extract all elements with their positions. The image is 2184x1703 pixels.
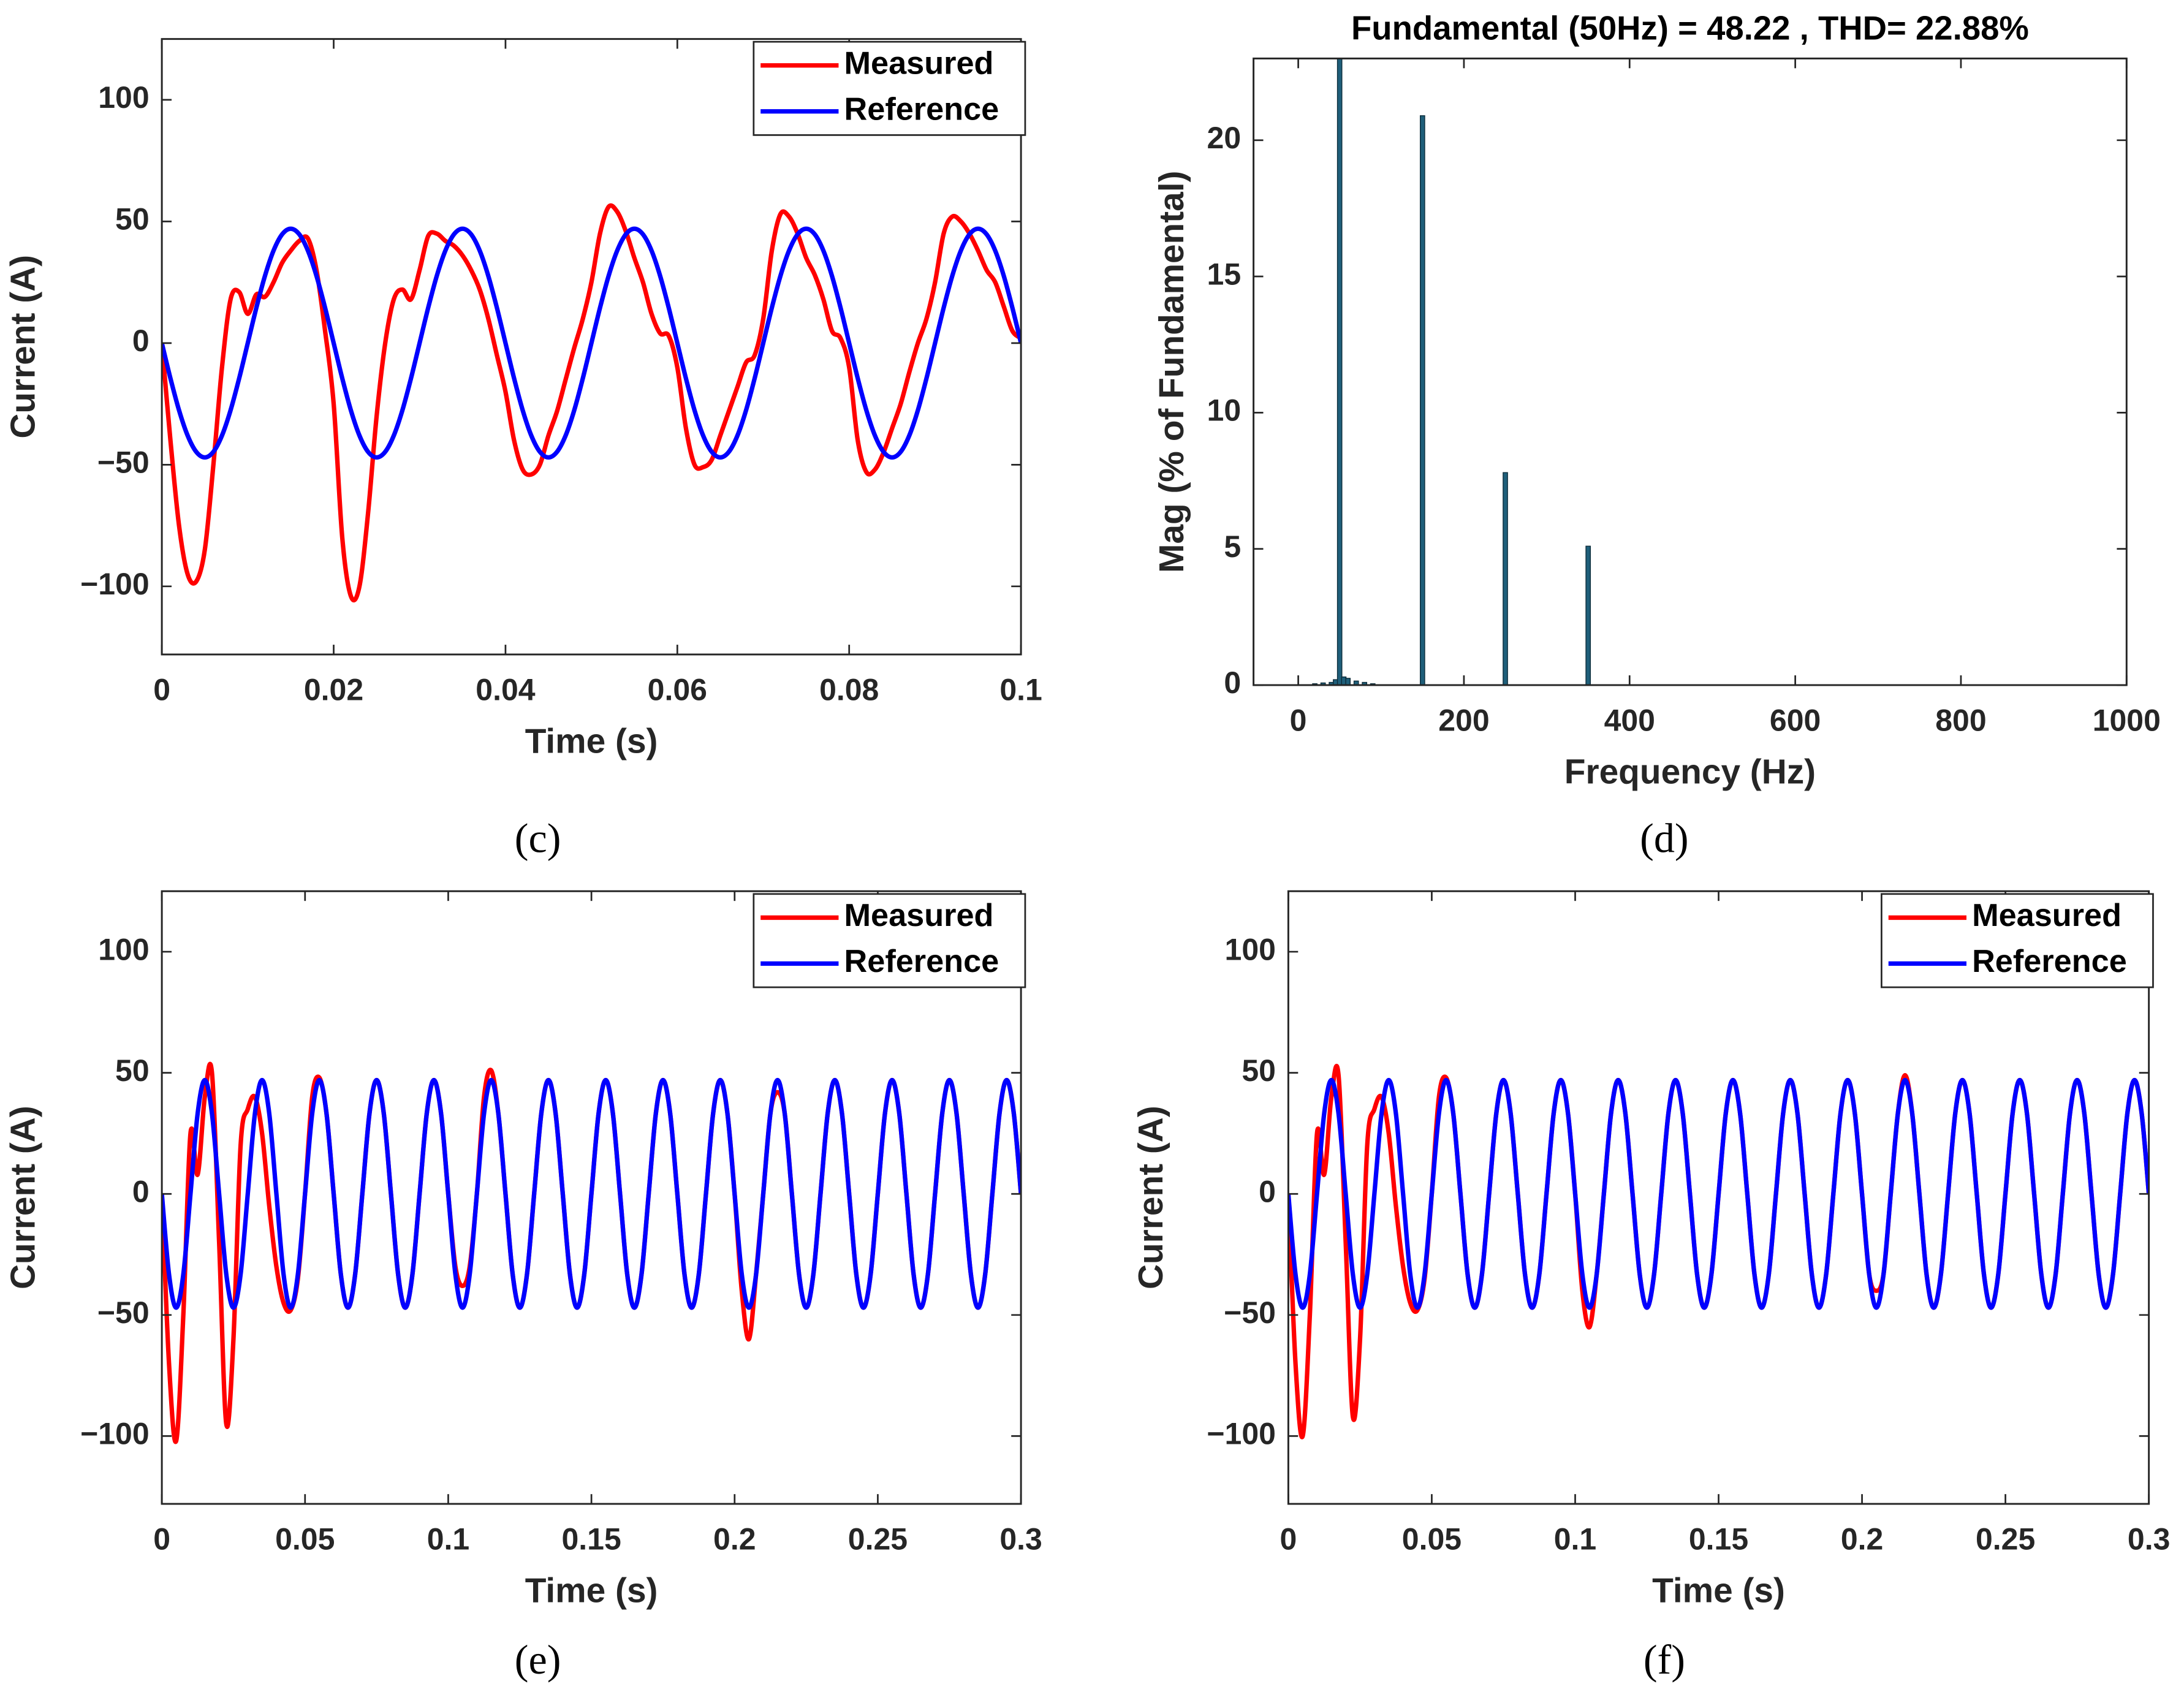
bar — [1320, 682, 1326, 685]
caption: (f) — [1644, 1636, 1685, 1683]
plot-area — [162, 203, 1022, 603]
y-tick-label: 100 — [1225, 932, 1276, 966]
x-tick-label: 0.15 — [561, 1522, 621, 1557]
axes-background — [1253, 58, 2127, 685]
data-line — [162, 1077, 1022, 1310]
x-tick-label: 0.02 — [304, 673, 363, 707]
legend-label: Measured — [844, 898, 994, 933]
legend: Measured Reference — [753, 893, 1026, 988]
data-line — [1288, 1077, 2149, 1310]
y-tick-label: 50 — [115, 1053, 150, 1088]
data-line — [162, 226, 1022, 460]
legend-label: Reference — [844, 944, 999, 979]
axes-frame — [161, 38, 1022, 656]
x-tick-label: 400 — [1604, 704, 1655, 738]
x-tick-label: 600 — [1770, 704, 1821, 738]
x-tick-label: 0.05 — [275, 1522, 335, 1557]
y-axis-label: Mag (% of Fundamental) — [1153, 171, 1191, 573]
legend-label: Reference — [1972, 944, 2127, 979]
y-tick-label: 100 — [98, 932, 149, 966]
chart: −100 −50 0 50 100 0 0.02 0.04 0.06 0.08 0.1 Time (s… — [4, 38, 1042, 861]
legend-label: Measured — [844, 46, 994, 82]
bar — [1345, 678, 1351, 685]
axes-frame — [1253, 57, 2128, 686]
caption: (d) — [1640, 814, 1688, 861]
y-tick-label: −50 — [97, 446, 150, 480]
y-tick-label: 0 — [132, 1174, 150, 1208]
x-tick-label: 0 — [1280, 1522, 1297, 1557]
x-tick-label: 0.2 — [1841, 1522, 1884, 1557]
x-tick-label: 0.25 — [848, 1522, 908, 1557]
y-tick-label: −50 — [97, 1295, 150, 1330]
plot-area — [1312, 58, 1591, 685]
bar — [1585, 545, 1591, 685]
chart: −100 −50 0 50 100 0 0.05 0.1 0.15 0.2 0.25 0.3 Time … — [1132, 890, 2171, 1683]
x-tick-label: 0.2 — [713, 1522, 756, 1557]
y-axis-label: Current (A) — [1132, 1106, 1170, 1289]
legend-label: Reference — [844, 92, 999, 127]
x-tick-label: 200 — [1438, 704, 1489, 738]
y-tick-label: −100 — [80, 567, 150, 601]
x-tick-label: 0.04 — [476, 673, 535, 707]
bar — [1337, 58, 1343, 685]
x-tick-label: 0.06 — [648, 673, 707, 707]
y-tick-label: 50 — [115, 202, 150, 237]
x-tick-label: 0 — [153, 673, 170, 707]
caption: (c) — [515, 814, 561, 861]
bar — [1420, 115, 1425, 685]
legend-box — [1881, 893, 2154, 988]
y-tick-label: −100 — [1207, 1417, 1276, 1451]
y-tick-label: 0 — [1259, 1174, 1276, 1208]
plot-area — [1288, 1063, 2149, 1439]
y-axis-label: Current (A) — [4, 255, 42, 439]
legend-box — [753, 40, 1026, 136]
y-tick-label: 0 — [1224, 666, 1241, 700]
x-tick-label: 0.3 — [999, 1522, 1042, 1557]
x-tick-label: 0.25 — [1976, 1522, 2035, 1557]
y-tick-label: −50 — [1224, 1295, 1276, 1330]
legend-box — [753, 893, 1026, 988]
x-tick-label: 0 — [1290, 704, 1307, 738]
x-tick-label: 0.15 — [1689, 1522, 1748, 1557]
legend: Measured Reference — [1881, 893, 2154, 988]
y-tick-label: 5 — [1224, 529, 1241, 564]
x-tick-label: 0.3 — [2128, 1522, 2171, 1557]
y-axis-label: Current (A) — [4, 1106, 42, 1289]
caption: (e) — [515, 1636, 561, 1683]
y-tick-label: 0 — [132, 324, 150, 358]
x-tick-label: 0.1 — [427, 1522, 470, 1557]
legend: Measured Reference — [753, 40, 1026, 136]
y-tick-label: 10 — [1207, 393, 1242, 428]
x-axis-label: Time (s) — [1652, 1571, 1785, 1610]
chart-title: Fundamental (50Hz) = 48.22 , THD= 22.88% — [1351, 9, 2029, 47]
x-tick-label: 0 — [153, 1522, 170, 1557]
x-tick-label: 0.1 — [1554, 1522, 1597, 1557]
legend-label: Measured — [1972, 898, 2121, 933]
plot-area — [162, 1061, 1022, 1444]
x-tick-label: 800 — [1935, 704, 1986, 738]
x-axis-label: Time (s) — [525, 1571, 658, 1610]
y-tick-label: 50 — [1242, 1053, 1276, 1088]
x-tick-label: 0.08 — [819, 673, 879, 707]
y-tick-label: −100 — [80, 1417, 150, 1451]
bar — [1503, 472, 1508, 685]
y-tick-label: 20 — [1207, 121, 1242, 155]
data-line — [162, 203, 1022, 603]
x-axis-label: Time (s) — [525, 722, 658, 760]
x-tick-label: 0.05 — [1402, 1522, 1462, 1557]
x-axis-label: Frequency (Hz) — [1564, 753, 1816, 791]
x-tick-label: 1000 — [2093, 704, 2161, 738]
y-tick-label: 15 — [1207, 257, 1242, 291]
y-tick-label: 100 — [98, 80, 149, 115]
x-tick-label: 0.1 — [999, 673, 1042, 707]
bar — [1362, 681, 1368, 685]
chart: −100 −50 0 50 100 0 0.05 0.1 0.15 0.2 0.25 0.3 Time … — [4, 890, 1042, 1683]
